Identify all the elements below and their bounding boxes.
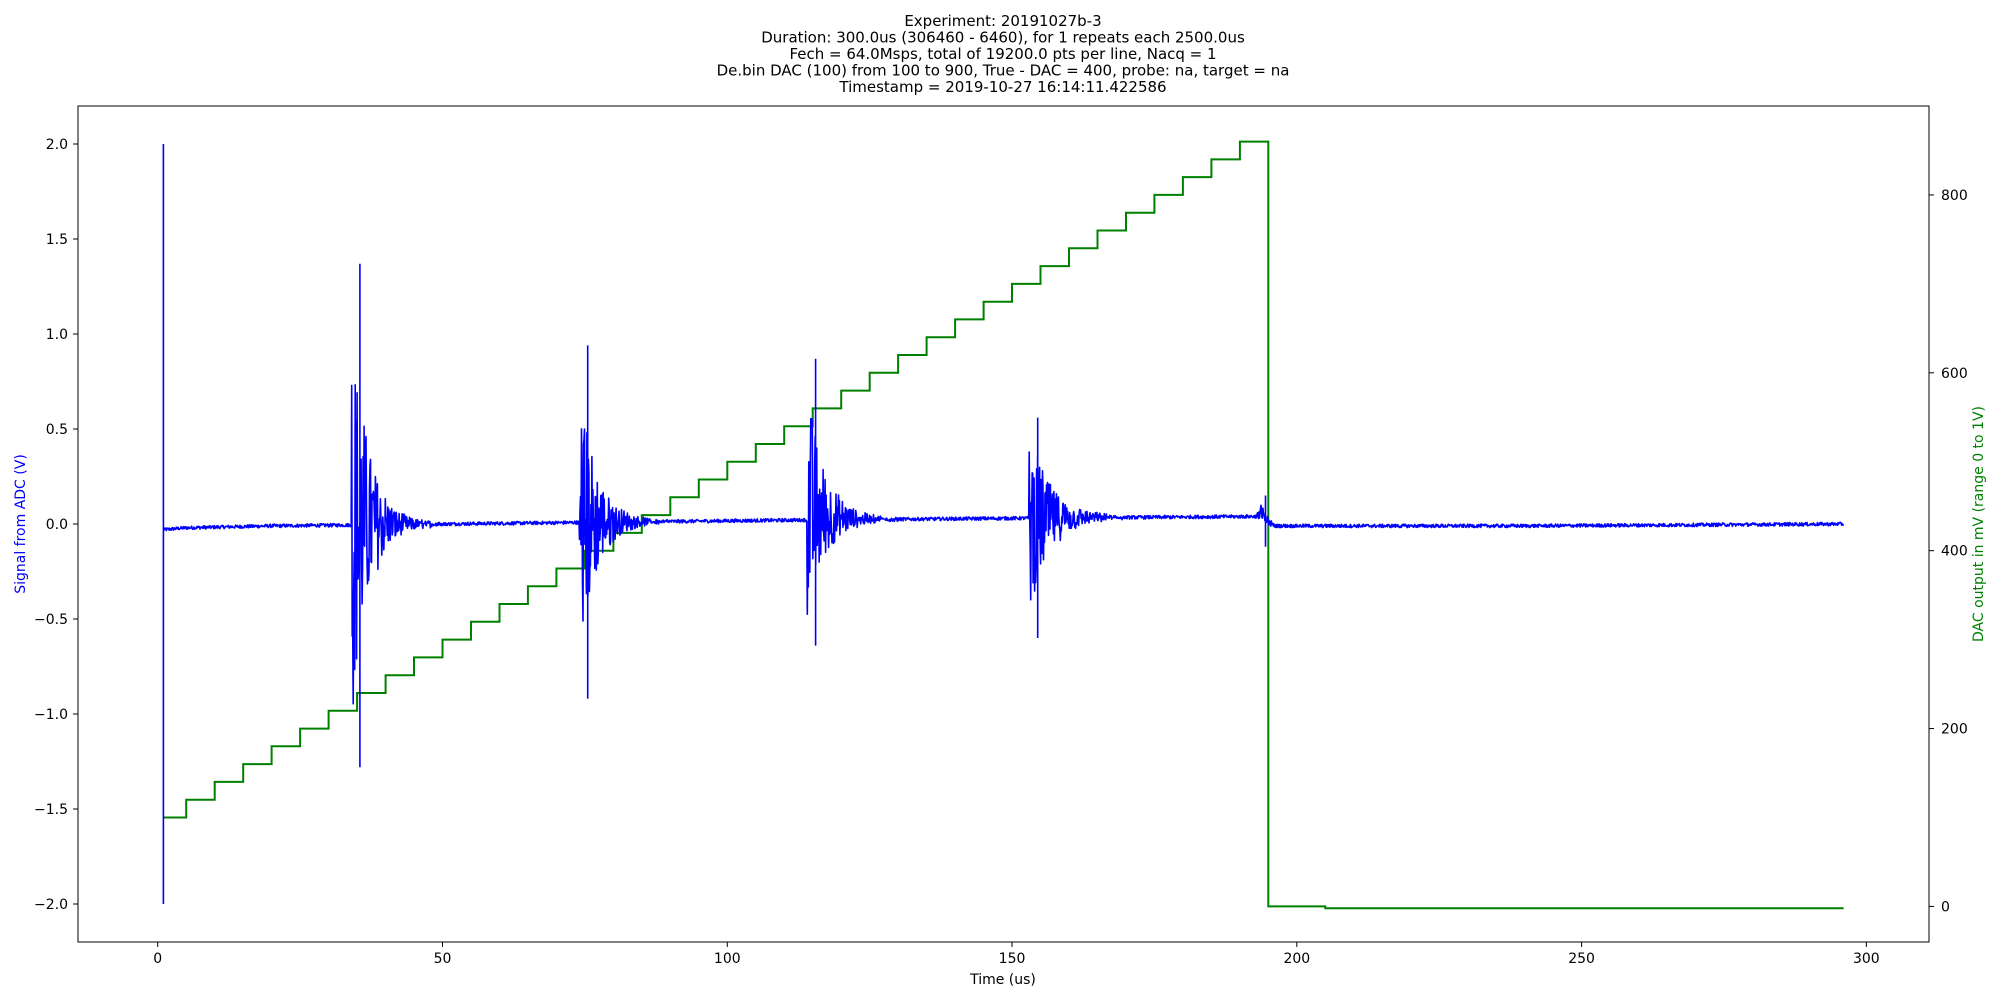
x-tick-label: 50 <box>434 951 452 967</box>
y-right-tick-label: 800 <box>1941 188 1968 204</box>
title-line-2: Duration: 300.0us (306460 - 6460), for 1… <box>761 29 1245 47</box>
y-axis-left: −2.0 −1.5 −1.0 −0.5 0.0 0.5 1.0 1.5 2.0 <box>34 137 78 913</box>
y-right-tick-label: 600 <box>1941 366 1968 382</box>
x-tick-label: 0 <box>153 951 162 967</box>
series-layer <box>162 140 1845 910</box>
x-axis-label: Time (us) <box>969 972 1036 988</box>
x-tick-label: 150 <box>999 951 1026 967</box>
dac-output-line <box>163 140 1844 910</box>
x-tick-label: 200 <box>1283 951 1310 967</box>
y-left-tick-label: 0.5 <box>46 422 68 438</box>
x-tick-label: 300 <box>1853 951 1880 967</box>
y-axis-right: 0 200 400 600 800 <box>1929 188 1968 915</box>
y-right-tick-label: 200 <box>1941 722 1968 738</box>
y-right-tick-label: 400 <box>1941 544 1968 560</box>
y-left-tick-label: 1.0 <box>46 327 68 343</box>
y-left-tick-label: 0.0 <box>46 517 68 533</box>
y-axis-label-left: Signal from ADC (V) <box>13 454 29 594</box>
y-left-tick-label: −0.5 <box>34 612 68 628</box>
x-tick-label: 250 <box>1568 951 1595 967</box>
title-line-5: Timestamp = 2019-10-27 16:14:11.422586 <box>838 78 1166 96</box>
y-left-tick-label: −1.5 <box>34 802 68 818</box>
y-left-tick-label: −2.0 <box>34 897 68 913</box>
adc-signal-line <box>162 144 1845 904</box>
y-axis-label-right: DAC output in mV (range 0 to 1V) <box>1971 406 1987 642</box>
title-line-4: De.bin DAC (100) from 100 to 900, True -… <box>717 62 1290 80</box>
y-left-tick-label: 1.5 <box>46 232 68 248</box>
y-left-tick-label: −1.0 <box>34 707 68 723</box>
x-axis: 0 50 100 150 200 250 300 <box>153 942 1880 967</box>
y-left-tick-label: 2.0 <box>46 137 68 153</box>
title-line-1: Experiment: 20191027b-3 <box>904 12 1101 30</box>
title-line-3: Fech = 64.0Msps, total of 19200.0 pts pe… <box>789 45 1216 63</box>
y-right-tick-label: 0 <box>1941 899 1950 915</box>
x-tick-label: 100 <box>714 951 741 967</box>
